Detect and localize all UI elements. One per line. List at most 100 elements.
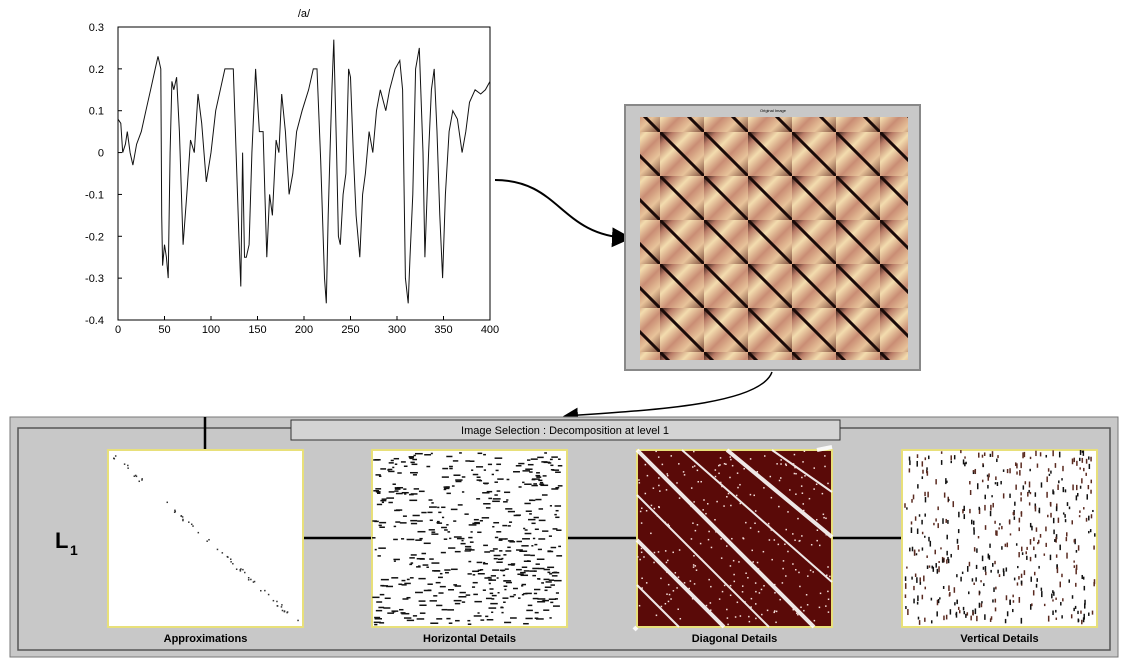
- dash: [465, 550, 471, 552]
- speck: [827, 566, 829, 568]
- y-tick-label: 0.3: [89, 22, 104, 34]
- dash: [1030, 557, 1032, 561]
- dash: [393, 539, 398, 541]
- speck: [705, 513, 707, 515]
- speck: [801, 535, 803, 537]
- speck: [774, 592, 776, 594]
- speck: [771, 529, 773, 531]
- speck: [798, 572, 800, 574]
- dash: [498, 592, 500, 594]
- dot: [242, 569, 244, 571]
- dash: [1018, 576, 1020, 579]
- dash: [524, 554, 531, 556]
- dash: [391, 610, 398, 612]
- dot: [297, 620, 299, 622]
- speck: [667, 560, 669, 562]
- dash: [522, 538, 530, 540]
- dot: [124, 463, 126, 465]
- speck: [691, 487, 693, 489]
- dash: [995, 482, 997, 484]
- dash: [977, 483, 979, 489]
- speck: [736, 495, 738, 497]
- dash: [378, 607, 384, 609]
- dash: [379, 525, 382, 527]
- dash: [395, 487, 400, 489]
- dash: [1030, 523, 1032, 527]
- dot: [114, 458, 116, 460]
- dash: [480, 520, 483, 522]
- speck: [690, 506, 692, 508]
- dash: [979, 603, 981, 608]
- dash: [468, 537, 472, 539]
- dash: [1080, 486, 1082, 489]
- dash: [454, 536, 462, 538]
- dash: [417, 520, 423, 522]
- dash: [1033, 537, 1035, 541]
- dash: [494, 555, 501, 557]
- dash: [982, 556, 984, 562]
- dash: [496, 464, 501, 466]
- speck: [645, 464, 647, 466]
- speck: [678, 576, 680, 578]
- speck: [666, 571, 668, 573]
- dot: [236, 569, 238, 571]
- speck: [744, 504, 746, 506]
- dash: [922, 547, 924, 550]
- dash: [500, 570, 505, 572]
- dash: [935, 479, 937, 484]
- dash: [1057, 567, 1059, 573]
- dash: [549, 617, 551, 619]
- dash: [504, 580, 511, 582]
- dash: [446, 456, 452, 458]
- dash: [1037, 464, 1039, 468]
- dash: [917, 529, 919, 534]
- dash: [413, 615, 417, 617]
- dash: [982, 480, 984, 483]
- dash: [550, 602, 553, 604]
- speck: [803, 510, 805, 512]
- speck: [667, 524, 669, 526]
- dot: [135, 475, 137, 477]
- speck: [684, 474, 686, 476]
- dash: [927, 565, 929, 569]
- speck: [700, 543, 702, 545]
- panel-label: Vertical Details: [960, 633, 1038, 645]
- dash: [994, 521, 996, 524]
- dash: [919, 620, 921, 625]
- dash: [1007, 469, 1009, 473]
- dash: [976, 616, 978, 621]
- speck: [730, 595, 732, 597]
- x-tick-label: 200: [295, 324, 313, 336]
- dash: [461, 540, 463, 542]
- dash: [519, 550, 527, 552]
- dash: [551, 456, 558, 458]
- detail-image: [902, 450, 1097, 627]
- dash: [377, 555, 380, 557]
- speck: [710, 602, 712, 604]
- dash: [995, 476, 997, 480]
- dash: [1072, 459, 1074, 465]
- dash: [1069, 507, 1071, 510]
- dash: [1052, 611, 1054, 616]
- dash: [1055, 610, 1057, 613]
- dot: [191, 524, 193, 526]
- y-tick-label: -0.1: [85, 189, 104, 201]
- dash: [911, 499, 913, 503]
- dash: [918, 617, 920, 620]
- dash: [1026, 556, 1028, 560]
- dash: [904, 503, 906, 508]
- speck: [655, 451, 657, 453]
- dash: [501, 612, 503, 614]
- dash: [536, 563, 540, 565]
- dash: [1086, 518, 1088, 522]
- dash: [1050, 513, 1052, 518]
- dash: [1025, 551, 1027, 554]
- dash: [510, 617, 517, 619]
- speck: [666, 562, 668, 564]
- dash: [995, 607, 997, 611]
- dash: [956, 574, 958, 577]
- dash: [407, 579, 410, 581]
- dash: [468, 573, 472, 575]
- dash: [430, 520, 433, 522]
- dot: [174, 510, 176, 512]
